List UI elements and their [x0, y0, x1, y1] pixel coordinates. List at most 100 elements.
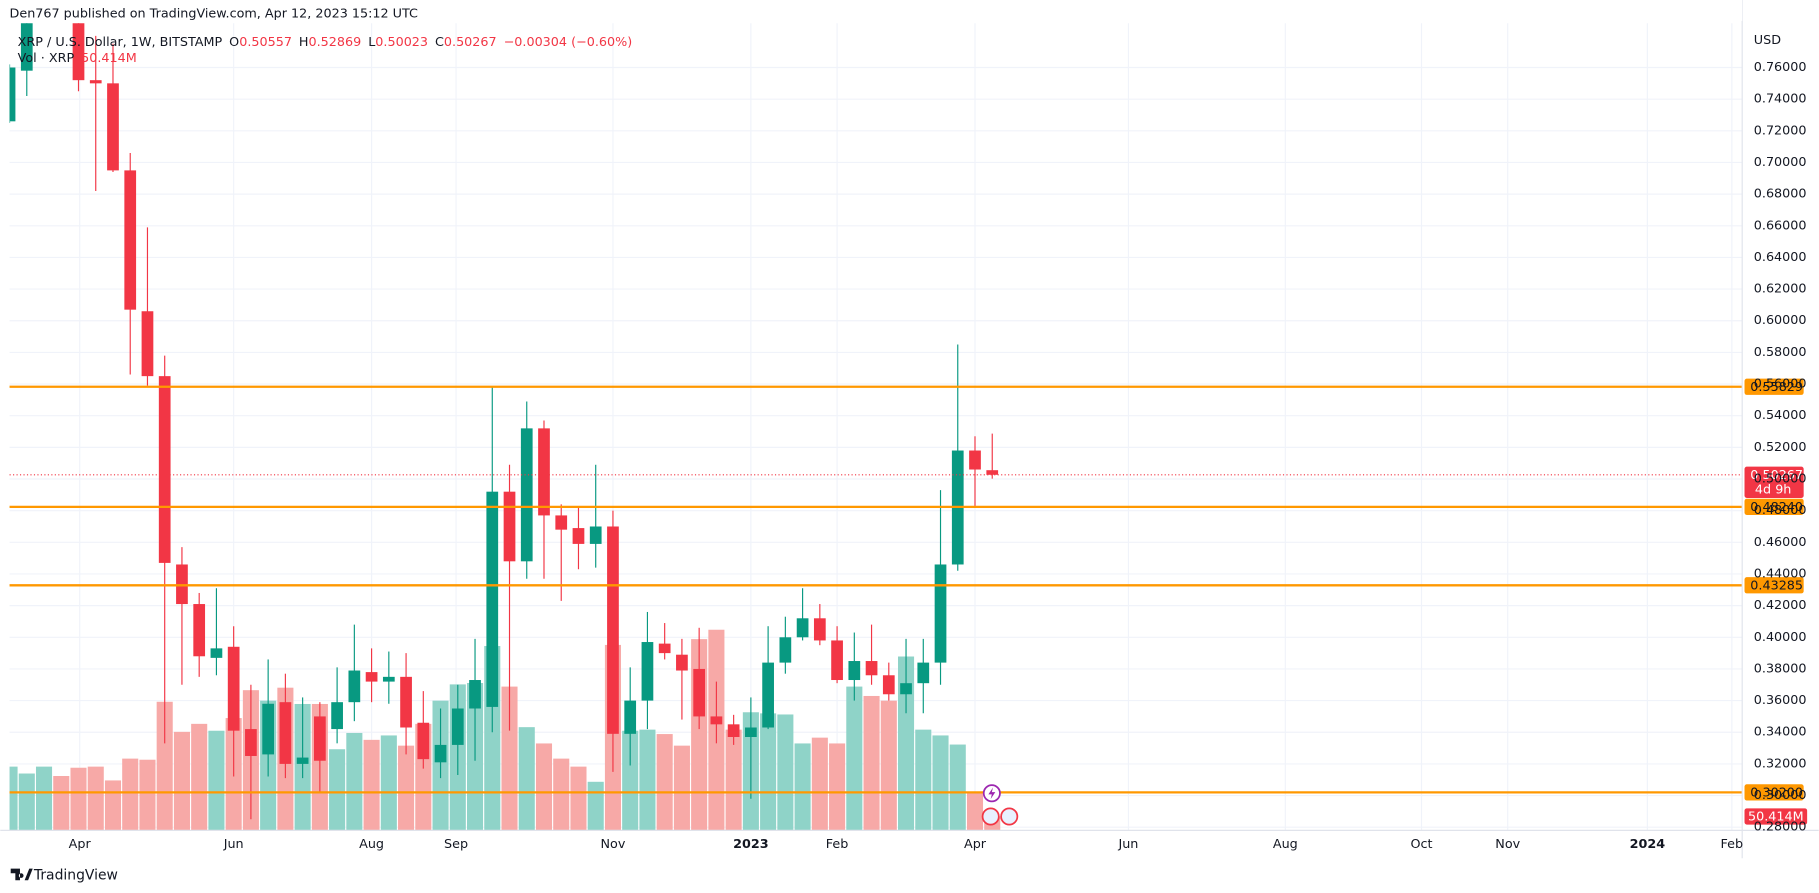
y-tick-label: 0.52000 — [1754, 440, 1807, 455]
volume-bar — [18, 773, 35, 831]
candle-body — [607, 526, 619, 734]
y-tick-label: 0.70000 — [1754, 155, 1807, 170]
y-tick-label: 0.48000 — [1754, 503, 1807, 518]
candle-body — [520, 428, 533, 562]
y-tick-label: 0.66000 — [1754, 218, 1807, 233]
volume-bar — [777, 714, 794, 831]
x-tick-label: Nov — [601, 837, 626, 852]
candle-body — [193, 604, 206, 657]
y-tick-label: 0.28000 — [1754, 820, 1807, 835]
footer-brand: TradingView — [33, 868, 118, 884]
volume-bar — [829, 743, 846, 831]
x-tick-label: Feb — [826, 837, 849, 852]
volume-bar — [622, 730, 639, 831]
volume-bar — [398, 745, 415, 831]
candle-body — [572, 528, 585, 544]
legend-title: XRP / U.S. Dollar, 1W, BITSTAMP — [18, 34, 223, 49]
level-label: 0.55829 — [1750, 380, 1803, 395]
legend-value: 0.50267 — [444, 34, 497, 49]
candle-body — [676, 654, 688, 671]
candle-body — [848, 661, 861, 681]
volume-bar — [9, 766, 18, 831]
candle-body — [969, 450, 981, 470]
volume-bar — [673, 745, 690, 831]
volume-bar — [846, 686, 863, 831]
legend-key: L — [368, 34, 376, 49]
volume-bar — [518, 727, 535, 831]
volume-bar — [53, 776, 70, 831]
candle-body — [865, 661, 878, 676]
candle-body — [89, 80, 102, 84]
x-tick-label: Jun — [1117, 837, 1138, 852]
volume-bar — [191, 723, 208, 831]
volume-bar — [87, 766, 104, 831]
candle-body — [882, 675, 895, 695]
level-label: 0.48240 — [1750, 500, 1803, 515]
volume-bar — [880, 700, 897, 831]
flag-icon — [1000, 807, 1019, 826]
volume-tag-label: 50.414M — [1748, 810, 1804, 825]
y-tick-label: 0.68000 — [1754, 187, 1807, 202]
candle-body — [20, 23, 33, 71]
candle-body — [469, 680, 481, 709]
candle-body — [538, 428, 550, 516]
countdown: 4d 9h — [1755, 482, 1791, 497]
candle-body — [762, 662, 774, 728]
candle-body — [555, 515, 568, 530]
y-tick-label: 0.62000 — [1754, 282, 1807, 297]
volume-bar — [501, 686, 518, 831]
volume-bar — [897, 656, 915, 831]
candles — [9, 23, 999, 820]
volume-bar — [949, 744, 966, 831]
candle-body — [417, 722, 430, 760]
volume-title: Vol · XRP — [18, 50, 75, 65]
x-tick-label: Apr — [69, 837, 92, 852]
candle-body — [365, 672, 378, 682]
candle-body — [245, 729, 257, 756]
y-tick-label: 0.42000 — [1754, 598, 1807, 613]
candle-body — [624, 700, 637, 734]
y-tick-label: 0.36000 — [1754, 693, 1807, 708]
candle-body — [796, 618, 809, 638]
volume-bar — [966, 793, 984, 831]
y-tick-label: 0.76000 — [1754, 60, 1807, 75]
candle-body — [486, 491, 499, 707]
legend-change: −0.00304 (−0.60%) — [504, 34, 633, 49]
x-tick-label: Aug — [1273, 837, 1298, 852]
level-label: 0.30200 — [1750, 785, 1803, 800]
volume-bar — [570, 766, 587, 831]
legend-key: H — [299, 34, 309, 49]
level-tag — [1744, 577, 1804, 594]
candle-body — [658, 643, 671, 654]
candle-body — [141, 311, 154, 377]
candle-body — [314, 716, 326, 761]
y-tick-label: 0.58000 — [1754, 345, 1807, 360]
volume-bar — [725, 729, 742, 831]
candle-body — [589, 526, 602, 544]
candle-body — [227, 646, 240, 731]
y-tick-label: 0.30000 — [1754, 788, 1807, 803]
y-tick-label: 0.56000 — [1754, 377, 1807, 392]
candle-body — [779, 637, 792, 663]
published-note: Den767 published on TradingView.com, Apr… — [10, 6, 418, 21]
candle-body — [262, 703, 275, 755]
volume-bar — [553, 758, 570, 831]
x-tick-label: Jun — [223, 837, 244, 852]
candle-body — [934, 564, 947, 663]
y-tick-label: 0.72000 — [1754, 123, 1807, 138]
candle-body — [107, 83, 119, 171]
volume-bar — [932, 735, 949, 831]
x-tick-label: Aug — [359, 837, 384, 852]
volume-bar — [346, 732, 363, 831]
y-tick-label: 0.44000 — [1754, 566, 1807, 581]
candle-body — [693, 668, 706, 717]
y-tick-label: 0.38000 — [1754, 661, 1807, 676]
candle-body — [72, 23, 85, 81]
y-tick-label: 0.46000 — [1754, 535, 1807, 550]
candle-body — [158, 376, 171, 563]
level-tag — [1744, 784, 1804, 801]
candle-body — [503, 491, 516, 562]
volume-bar — [863, 695, 880, 831]
